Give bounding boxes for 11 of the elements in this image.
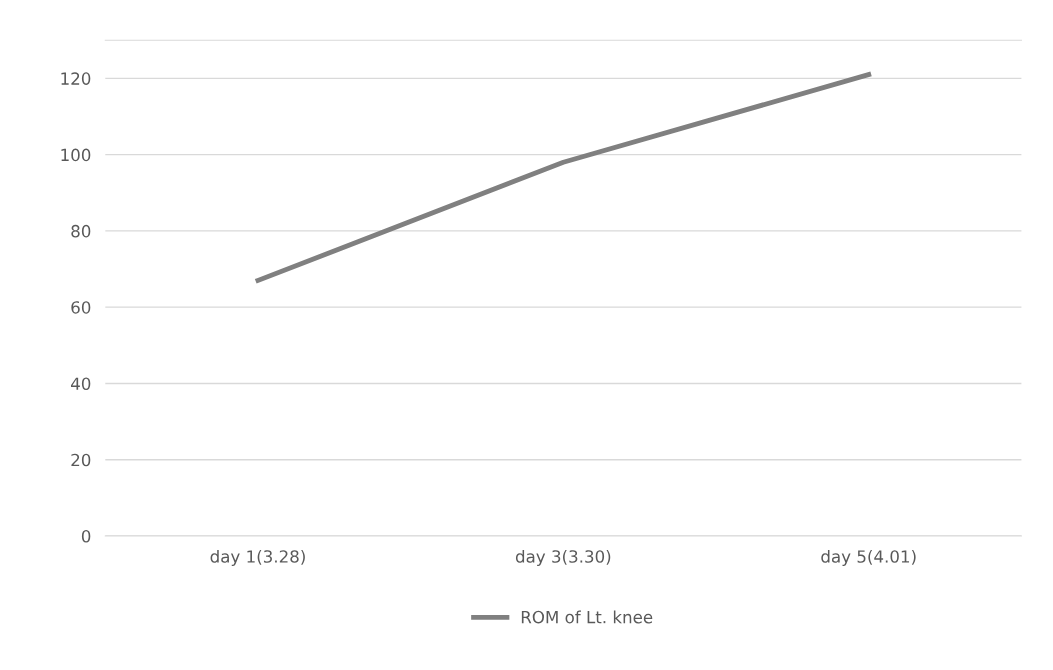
y-tick-label: 100	[61, 148, 91, 162]
y-tick-label: 80	[71, 224, 91, 238]
y-tick-label: 60	[71, 301, 91, 314]
y-tick-label: 20	[71, 453, 91, 467]
x-tick-label: day 3(3.30)	[515, 549, 611, 567]
x-tick-label: day 1(3.28)	[210, 549, 305, 567]
y-tick-label: 120	[61, 72, 91, 85]
y-tick-label: 40	[71, 377, 91, 391]
x-tick-label: day 5(4.01)	[821, 549, 916, 567]
y-tick-label: 0	[81, 529, 91, 543]
legend-label: ROM of Lt. knee	[521, 610, 653, 624]
